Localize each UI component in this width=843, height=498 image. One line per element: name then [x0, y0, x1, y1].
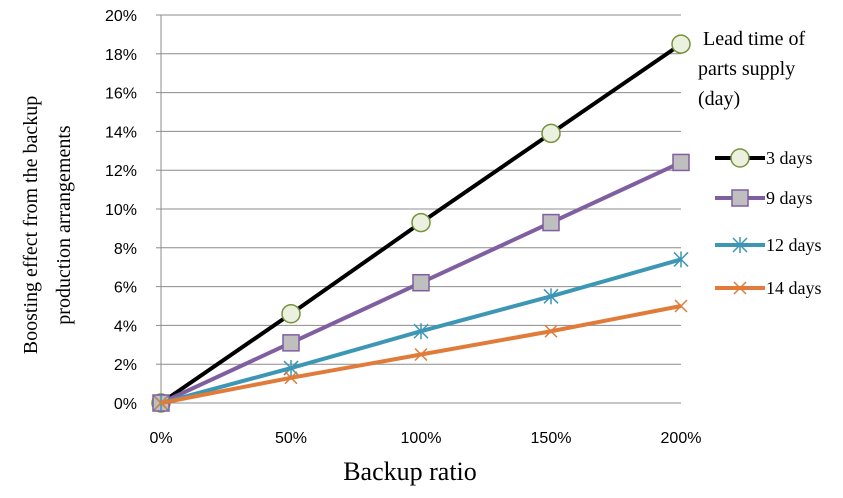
series-9-days [152, 153, 690, 412]
y-tick-label: 14% [105, 124, 137, 141]
legend-label: 14 days [766, 278, 822, 298]
x-tick-label: 150% [531, 430, 572, 447]
y-tick-label: 18% [105, 47, 137, 64]
data-point [671, 34, 691, 54]
series-lines [151, 34, 691, 413]
y-tick-label: 8% [114, 241, 137, 258]
data-point [282, 334, 300, 352]
data-point [543, 288, 559, 305]
legend-marker [733, 281, 747, 295]
data-point [154, 396, 168, 410]
legend-title-line-2: parts supply [698, 58, 795, 80]
y-tick-label: 10% [105, 202, 137, 219]
y-axis-label-line-2: production arrangements [53, 125, 75, 325]
y-axis-label-line-1: Boosting effect from the backup [20, 96, 42, 354]
legend: 3 days 9 days 12 days 14 days [715, 148, 822, 298]
y-tick-label: 16% [105, 86, 137, 103]
x-tick-label: 100% [401, 430, 442, 447]
data-point [672, 153, 690, 172]
data-point [412, 273, 430, 292]
data-point [674, 299, 688, 313]
y-tick-label: 4% [114, 318, 137, 335]
legend-label: 12 days [766, 235, 822, 255]
y-tick-label: 2% [114, 357, 137, 374]
legend-marker [732, 237, 748, 253]
x-tick-label: 0% [149, 430, 172, 447]
data-point [542, 213, 560, 232]
y-tick-label: 6% [114, 280, 137, 297]
data-point [413, 323, 429, 340]
x-tick-label: 200% [661, 430, 702, 447]
legend-title-line-3: (day) [698, 88, 740, 110]
data-point [414, 347, 428, 362]
data-point [673, 251, 689, 268]
legend-title: Lead time of parts supply (day) [698, 28, 806, 110]
legend-item: 9 days [715, 188, 813, 208]
legend-item: 12 days [715, 235, 822, 255]
data-point [411, 212, 431, 233]
legend-marker [730, 148, 750, 168]
x-tick-labels: 0% 50% 100% 150% 200% [149, 430, 701, 447]
series-14-days [154, 299, 688, 410]
legend-item: 14 days [715, 278, 822, 298]
legend-marker [731, 189, 749, 207]
legend-title-line-1: Lead time of [703, 28, 806, 50]
legend-label: 9 days [766, 188, 813, 208]
data-point [281, 304, 301, 324]
data-point [544, 324, 558, 338]
data-point [284, 371, 298, 385]
y-tick-label: 20% [105, 8, 137, 25]
data-point [541, 123, 561, 144]
y-tick-label: 12% [105, 163, 137, 180]
x-tick-label: 50% [275, 430, 307, 447]
x-axis-label: Backup ratio [343, 457, 477, 486]
gridlines [161, 14, 681, 365]
y-tick-labels: 0% 2% 4% 6% 8% 10% 12% 14% 16% 18% 20% [105, 8, 137, 413]
legend-item: 3 days [715, 148, 813, 168]
legend-label: 3 days [766, 148, 813, 168]
y-axis-label: Boosting effect from the backup producti… [20, 96, 75, 354]
y-tick-label: 0% [114, 396, 137, 413]
